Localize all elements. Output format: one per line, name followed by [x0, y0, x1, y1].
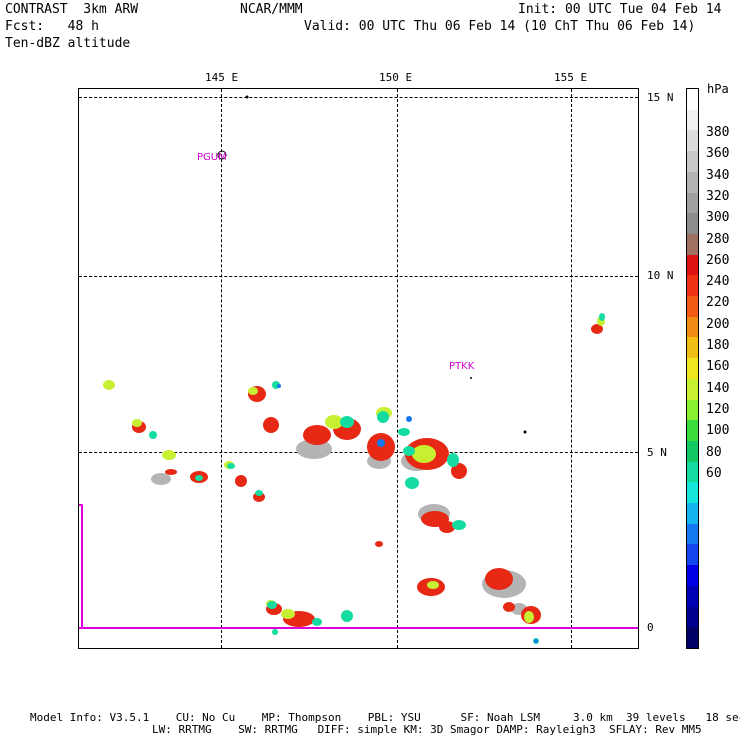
colorbar-segment: [687, 523, 698, 545]
colorbar-segment: [687, 378, 698, 400]
colorbar-segment: [687, 192, 698, 214]
colorbar-segment: [687, 213, 698, 234]
colorbar-segment: [687, 89, 698, 110]
forecast-hour: Fcst: 48 h: [5, 19, 99, 34]
colorbar-label: 100: [706, 423, 730, 439]
guam-island: [217, 150, 227, 160]
colorbar-label: 280: [706, 231, 730, 247]
gridline-10n: [79, 276, 638, 277]
gridline-145e: [221, 89, 222, 648]
lat-label-0: 0: [647, 621, 654, 634]
colorbar-label: 360: [706, 146, 730, 162]
colorbar-label: 260: [706, 252, 730, 268]
colorbar-segment: [687, 461, 698, 483]
colorbar-segment: [687, 233, 698, 255]
colorbar-segment: [687, 109, 698, 131]
radar-echoes: [79, 95, 638, 644]
colorbar-label: 380: [706, 125, 730, 140]
colorbar-unit: hPa: [707, 82, 729, 96]
cyan-cores: [149, 313, 605, 644]
colorbar-segment: [687, 627, 698, 648]
colorbar-segment: [687, 585, 698, 607]
colorbar-segment: [687, 151, 698, 172]
map-panel: PGUM PTKK: [78, 88, 639, 649]
grey-shields: [151, 439, 527, 615]
station-label-pgum: PGUM: [197, 152, 227, 163]
colorbar-segment: [687, 440, 698, 462]
colorbar-label: 80: [706, 444, 722, 460]
colorbar-label: 200: [706, 316, 730, 332]
colorbar-label: 240: [706, 274, 730, 290]
lat-label-5n: 5 N: [647, 446, 667, 459]
gridline-150e: [397, 89, 398, 648]
colorbar-segment: [687, 399, 698, 421]
green-mids: [103, 316, 605, 623]
station-label-ptkk: PTKK: [449, 361, 475, 372]
colorbar-segment: [687, 544, 698, 566]
valid-time: Valid: 00 UTC Thu 06 Feb 14 (10 ChT Thu …: [304, 19, 696, 34]
colorbar-segment: [687, 606, 698, 628]
colorbar-label: 340: [706, 167, 730, 183]
blue-specks: [277, 384, 538, 643]
colorbar-segment: [687, 420, 698, 441]
colorbar-segment: [687, 316, 698, 338]
colorbar-segment: [687, 503, 698, 524]
colorbar-segment: [687, 275, 698, 297]
lon-label-155: 155 E: [554, 71, 588, 84]
island-speck-2: [523, 430, 527, 434]
gridline-5n: [79, 452, 638, 453]
colorbar-label: 220: [706, 295, 730, 311]
island-speck: [245, 95, 249, 99]
colorbar-segment: [687, 565, 698, 586]
colorbar: [686, 88, 699, 649]
colorbar-label: 140: [706, 380, 730, 396]
gridline-15n: [79, 97, 638, 98]
colorbar-label: 180: [706, 338, 730, 353]
model-info-line1: Model Info: V3.5.1 CU: No Cu MP: Thompso…: [30, 711, 740, 724]
org-label: NCAR/MMM: [240, 2, 303, 17]
colorbar-segment: [687, 130, 698, 152]
colorbar-label: 120: [706, 401, 730, 417]
colorbar-segment: [687, 337, 698, 359]
colorbar-segment: [687, 171, 698, 193]
colorbar-segment: [687, 358, 698, 379]
model-title: CONTRAST 3km ARW: [5, 2, 139, 17]
colorbar-segment: [687, 296, 698, 317]
lat-label-10n: 10 N: [647, 269, 674, 282]
colorbar-segment: [687, 482, 698, 504]
model-info-line2: LW: RRTMG SW: RRTMG DIFF: simple KM: 3D …: [152, 723, 702, 736]
colorbar-segment: [687, 254, 698, 276]
colorbar-label: 320: [706, 188, 730, 204]
red-cores: [132, 324, 603, 627]
colorbar-label: 60: [706, 465, 722, 481]
field-name: Ten-dBZ altitude: [5, 36, 131, 51]
lon-label-150: 150 E: [379, 71, 413, 84]
domain-boundary: [79, 504, 83, 628]
colorbar-label: 300: [706, 210, 730, 226]
lat-label-15n: 15 N: [647, 91, 674, 104]
chuuk-island: [470, 377, 472, 379]
gridline-155e: [571, 89, 572, 648]
colorbar-label: 160: [706, 359, 730, 375]
lon-label-145: 145 E: [205, 71, 239, 84]
init-time: Init: 00 UTC Tue 04 Feb 14: [518, 2, 722, 17]
